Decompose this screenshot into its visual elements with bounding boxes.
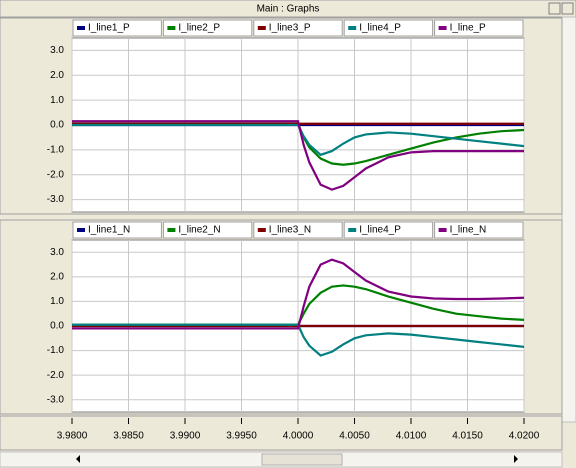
x-tick-label: 4.0150 <box>452 431 483 442</box>
legend-swatch <box>438 228 447 232</box>
legend-label: I_line2_N <box>178 225 220 236</box>
title-bar <box>0 0 576 18</box>
legend-tab[interactable] <box>253 221 343 239</box>
legend-swatch <box>167 228 176 232</box>
y-tick-label: -3.0 <box>47 394 65 405</box>
legend-label: I_line1_N <box>88 225 130 236</box>
y-tick-label: -2.0 <box>47 370 65 381</box>
legend-tab[interactable] <box>253 19 343 37</box>
y-tick-label: 2.0 <box>50 70 64 81</box>
series-line <box>72 123 525 157</box>
legend-label: I_line3_P <box>269 23 311 34</box>
legend-label: I_line3_N <box>269 225 311 236</box>
series-line <box>72 120 524 191</box>
legend-swatch <box>77 228 85 232</box>
legend-swatch <box>257 26 266 30</box>
legend-swatch <box>167 26 176 30</box>
x-axis-area <box>0 415 563 451</box>
y-tick-label: -3.0 <box>47 194 65 205</box>
legend-tab[interactable] <box>72 19 162 37</box>
y-tick-label: 2.0 <box>50 271 64 282</box>
y-tick-label: -1.0 <box>47 345 65 356</box>
legend-tab[interactable] <box>162 221 253 239</box>
scroll-right-arrow[interactable] <box>514 455 518 463</box>
x-tick-label: 3.9950 <box>226 431 257 442</box>
legend-label: I_line4_P <box>359 23 401 34</box>
y-tick-label: 0.0 <box>50 120 64 131</box>
legend-tab[interactable] <box>343 221 434 239</box>
minimize-button[interactable] <box>548 2 561 15</box>
series-line <box>72 284 525 326</box>
legend-swatch <box>257 228 266 232</box>
legend-label: I_line4_P <box>359 225 401 236</box>
y-tick-label: 1.0 <box>50 296 64 307</box>
legend-swatch <box>77 26 85 30</box>
y-tick-label: 3.0 <box>50 45 64 56</box>
scroll-left-arrow[interactable] <box>76 455 80 463</box>
charts: I_line1_P I_line2_P I_line3_P I_line4_P I_li… <box>0 17 563 451</box>
vertical-scrollbar[interactable] <box>561 16 576 423</box>
x-tick-label: 4.0100 <box>396 431 427 442</box>
legend-label: I_line1_P <box>88 23 130 34</box>
scroll-thumb[interactable] <box>261 453 343 466</box>
window-title: Main : Graphs <box>257 4 320 15</box>
legend-swatch <box>438 26 447 30</box>
y-tick-label: -2.0 <box>47 169 65 180</box>
x-tick-label: 3.9800 <box>57 431 88 442</box>
legend-swatch <box>348 26 357 30</box>
legend-label: I_line2_P <box>178 23 220 34</box>
y-tick-label: 0.0 <box>50 321 64 332</box>
x-tick-label: 3.9900 <box>170 431 201 442</box>
x-tick-label: 3.9850 <box>113 431 144 442</box>
legend-swatch <box>348 228 357 232</box>
x-tick-label: 4.0000 <box>283 431 314 442</box>
legend-tab[interactable] <box>434 221 524 239</box>
y-tick-label: 1.0 <box>50 95 64 106</box>
y-tick-label: 3.0 <box>50 247 64 258</box>
legend-label: I_line_N <box>450 225 487 236</box>
y-tick-label: -1.0 <box>47 144 65 155</box>
legend-tab[interactable] <box>162 19 253 37</box>
x-tick-label: 4.0200 <box>509 431 540 442</box>
legend-label: I_line_P <box>450 23 486 34</box>
close-button[interactable] <box>561 2 574 15</box>
series-line <box>72 323 525 357</box>
series-line <box>72 258 525 330</box>
legend-tab[interactable] <box>434 19 524 37</box>
legend-tab[interactable] <box>72 221 162 239</box>
legend-tab[interactable] <box>343 19 434 37</box>
x-tick-label: 4.0050 <box>339 431 370 442</box>
